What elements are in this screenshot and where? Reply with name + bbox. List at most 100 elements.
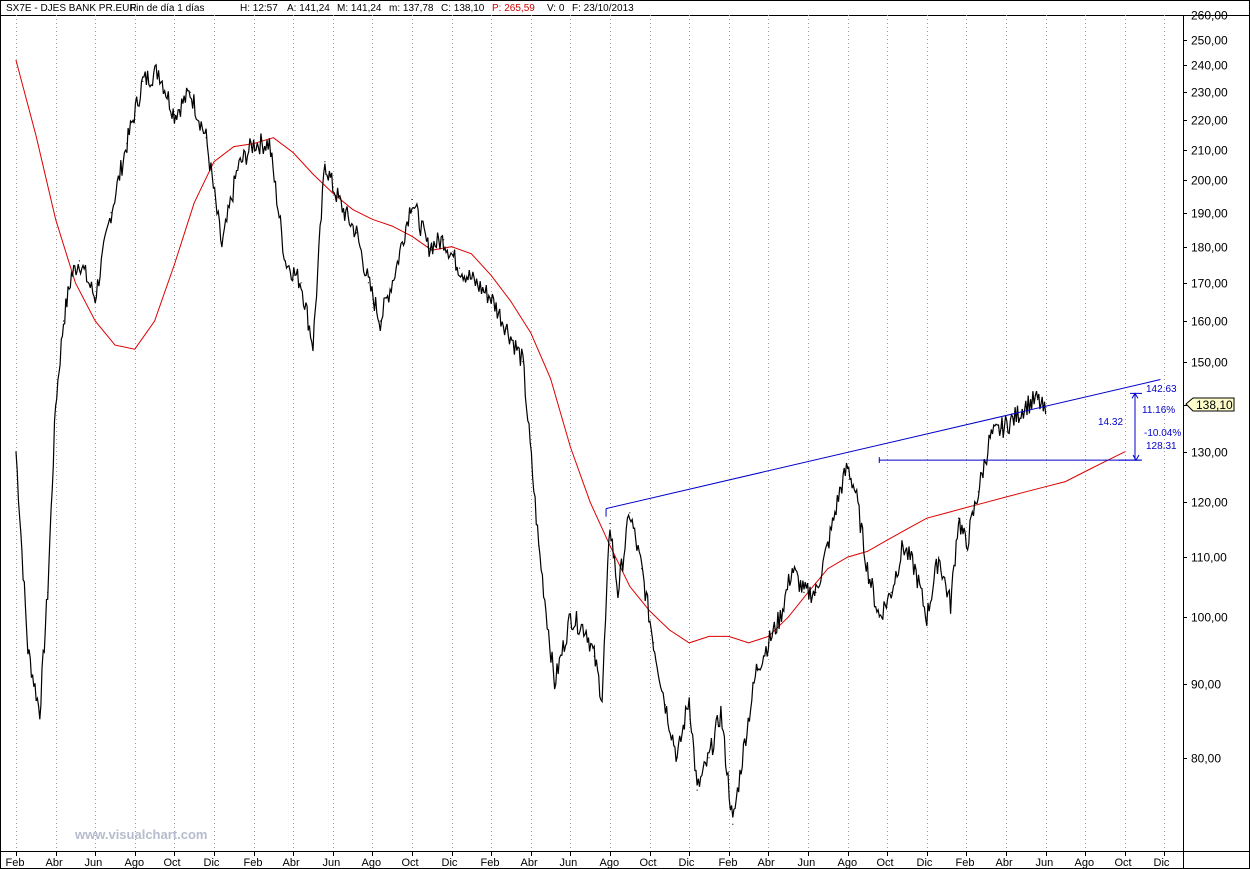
- header-h: H: 12:57: [240, 3, 278, 14]
- x-tick-label: Dic: [204, 857, 220, 869]
- y-tick-label: 260,00: [1191, 9, 1228, 23]
- price-series-line: [15, 63, 1047, 818]
- price-point: [641, 568, 643, 570]
- price-point: [356, 232, 358, 234]
- moving-average-point: [985, 501, 987, 503]
- price-point: [379, 320, 381, 322]
- x-tick-label: Dic: [1154, 857, 1170, 869]
- header-f: F: 23/10/2013: [572, 3, 634, 14]
- moving-average-point: [570, 446, 571, 448]
- moving-average-point: [312, 173, 314, 175]
- price-point: [989, 436, 991, 438]
- moving-average-point: [134, 348, 136, 350]
- level-low-label: 128.31: [1146, 441, 1177, 452]
- price-point: [688, 697, 690, 699]
- moving-average-point: [75, 282, 76, 284]
- x-tick-label: Feb: [719, 857, 738, 869]
- x-tick-label: Oct: [877, 857, 894, 869]
- x-tick-label: Feb: [481, 857, 500, 869]
- price-point: [827, 545, 829, 547]
- x-tick-label: Jun: [560, 857, 578, 869]
- price-point: [1037, 399, 1039, 401]
- price-point: [720, 711, 722, 713]
- moving-average-point: [1025, 491, 1027, 493]
- price-point: [609, 523, 611, 525]
- price-point: [395, 267, 397, 269]
- moving-average-point: [471, 253, 472, 255]
- price-point: [268, 143, 270, 145]
- header-m: M: 141,24: [337, 3, 382, 14]
- chart-header: SX7E - DJES BANK PR.EUR Fin de día 1 día…: [6, 3, 634, 14]
- price-point: [237, 167, 239, 169]
- y-tick-label: 180,00: [1191, 241, 1228, 255]
- price-point: [664, 704, 667, 706]
- price-point: [902, 545, 904, 547]
- x-tick-label: Abr: [46, 857, 63, 869]
- y-tick-label: 240,00: [1191, 59, 1228, 73]
- price-point: [708, 757, 710, 759]
- moving-average-point: [748, 642, 749, 644]
- x-tick-label: Feb: [6, 857, 25, 869]
- x-tick-label: Oct: [164, 857, 181, 869]
- moving-average-point: [1084, 471, 1086, 472]
- price-point: [312, 344, 314, 346]
- moving-average-point: [114, 344, 116, 346]
- x-tick-label: Feb: [244, 857, 263, 869]
- price-layer: [15, 63, 1047, 825]
- measure-arrow-down-head: [1132, 454, 1140, 462]
- price-point: [803, 591, 805, 594]
- y-tick-label: 120,00: [1191, 496, 1228, 510]
- moving-average-point: [233, 146, 235, 148]
- moving-average-point: [273, 137, 274, 139]
- price-point: [173, 114, 175, 116]
- price-point: [506, 328, 508, 330]
- level-high-label: 142.63: [1146, 384, 1177, 395]
- price-point: [839, 491, 841, 493]
- price-point: [696, 789, 698, 791]
- price-point: [189, 91, 191, 93]
- moving-average-point: [728, 636, 730, 637]
- price-point: [221, 246, 223, 248]
- x-tick-label: Abr: [996, 857, 1013, 869]
- price-point: [914, 568, 916, 570]
- price-point: [474, 282, 476, 284]
- moving-average-point: [906, 528, 908, 530]
- moving-average-point: [154, 320, 156, 322]
- last-price-box: [1185, 397, 1235, 412]
- x-tick-label: Jun: [1036, 857, 1054, 869]
- moving-average-point: [768, 636, 769, 637]
- x-tick-label: Dic: [679, 857, 695, 869]
- x-tick-label: Ago: [838, 857, 858, 869]
- price-point: [732, 823, 734, 825]
- x-tick-label: Ago: [1075, 857, 1095, 869]
- moving-average-point: [391, 225, 393, 227]
- price-point: [847, 465, 849, 468]
- price-point: [977, 491, 979, 493]
- annotation-layer: [605, 379, 1161, 517]
- y-tick-label: 80,00: [1191, 752, 1221, 766]
- header-period: Fin de día 1 días: [130, 3, 205, 14]
- x-tick-label: Jun: [798, 857, 816, 869]
- price-point: [878, 616, 880, 618]
- moving-average-point: [332, 192, 334, 194]
- price-point: [1013, 418, 1015, 420]
- price-point: [110, 212, 112, 214]
- price-point: [458, 267, 461, 269]
- price-point: [94, 297, 96, 299]
- price-point: [676, 757, 678, 759]
- moving-average-point: [847, 556, 848, 558]
- price-point: [300, 282, 302, 284]
- price-point: [938, 556, 940, 558]
- moving-average-point: [589, 501, 591, 503]
- moving-average-point: [411, 235, 413, 237]
- price-point: [1001, 427, 1003, 429]
- price-point: [538, 545, 540, 547]
- x-tick-label: Abr: [283, 857, 300, 869]
- header-c: C: 138,10: [441, 3, 485, 14]
- y-tick-label: 110,00: [1191, 551, 1227, 565]
- price-point: [965, 545, 968, 547]
- moving-average-point: [708, 636, 710, 637]
